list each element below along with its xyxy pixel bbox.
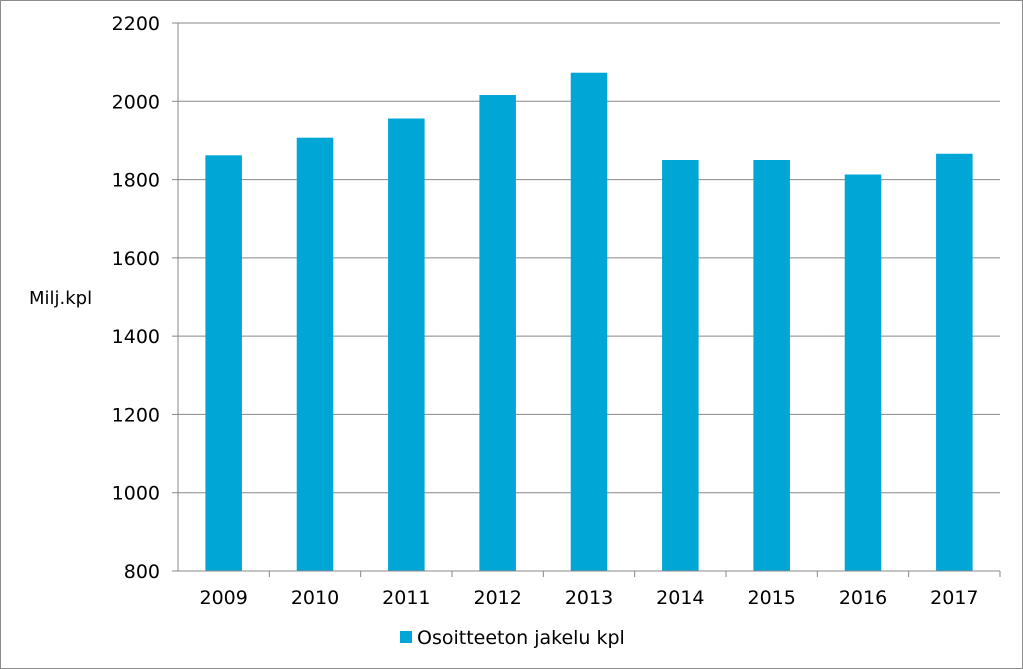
legend: Osoitteeton jakelu kpl xyxy=(400,627,625,649)
y-tick-label: 1800 xyxy=(112,170,160,192)
bar-2013 xyxy=(570,72,608,571)
bar-2016 xyxy=(844,174,882,572)
bar-2015 xyxy=(753,160,790,571)
y-tick-label: 1200 xyxy=(112,404,160,426)
x-tick-label-2009: 2009 xyxy=(199,587,247,609)
y-tick-label: 1400 xyxy=(112,326,160,348)
legend-swatch-osoitteeton-jakelu xyxy=(400,631,412,643)
y-tick-labels: 800 1000 1200 1400 1600 1800 2000 2200 xyxy=(112,13,160,583)
x-tick-labels: 2009 2010 2011 2012 2013 2014 2015 2016 2017 xyxy=(199,587,978,609)
bar-2012 xyxy=(479,95,516,571)
y-tick-label: 2000 xyxy=(112,91,160,113)
y-tick-label: 800 xyxy=(124,561,160,583)
y-tick-label: 1000 xyxy=(112,483,160,505)
x-tick-label-2016: 2016 xyxy=(839,587,887,609)
x-tick-label-2017: 2017 xyxy=(930,587,978,609)
bar-2017 xyxy=(936,153,973,572)
x-tick-label-2011: 2011 xyxy=(382,587,430,609)
axes xyxy=(172,22,1001,577)
bars xyxy=(205,72,973,572)
bar-2009 xyxy=(205,155,242,571)
bar-2010 xyxy=(296,137,334,571)
bar-2014 xyxy=(662,160,699,571)
x-tick-label-2010: 2010 xyxy=(291,587,339,609)
bar-2011 xyxy=(388,118,425,571)
x-tick-label-2014: 2014 xyxy=(656,587,704,609)
legend-label: Osoitteeton jakelu kpl xyxy=(417,627,625,649)
y-axis-label: Milj.kpl xyxy=(29,288,92,309)
x-tick-label-2015: 2015 xyxy=(747,587,795,609)
x-tick-label-2013: 2013 xyxy=(565,587,613,609)
y-tick-label: 2200 xyxy=(112,13,160,35)
y-tick-label: 1600 xyxy=(112,248,160,270)
x-tick-label-2012: 2012 xyxy=(473,587,521,609)
